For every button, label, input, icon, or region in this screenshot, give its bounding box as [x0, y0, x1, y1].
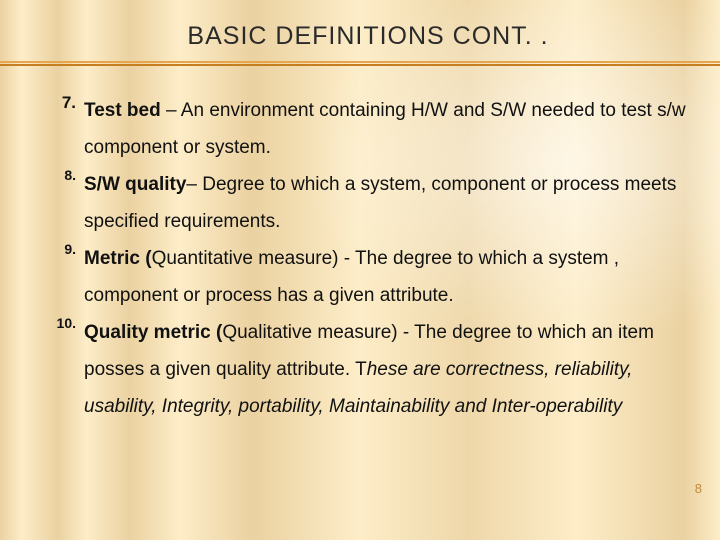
item-body: Quality metric (Qualitative measure) - T… — [84, 314, 686, 425]
list-item: 9. Metric (Quantitative measure) - The d… — [50, 240, 686, 314]
item-number: 9. — [50, 240, 84, 257]
content-list: 7. Test bed – An environment containing … — [50, 66, 686, 425]
item-number: 10. — [50, 314, 84, 331]
item-body: Test bed – An environment containing H/W… — [84, 92, 686, 166]
slide: BASIC DEFINITIONS CONT. . 7. Test bed – … — [0, 0, 720, 540]
list-item: 7. Test bed – An environment containing … — [50, 92, 686, 166]
item-number: 7. — [50, 92, 84, 113]
divider-top — [0, 61, 720, 63]
list-item: 8. S/W quality– Degree to which a system… — [50, 166, 686, 240]
slide-title: BASIC DEFINITIONS CONT. . — [50, 22, 686, 51]
page-number: 8 — [695, 481, 702, 496]
item-term: Test bed — [84, 100, 166, 121]
item-body: Metric (Quantitative measure) - The degr… — [84, 240, 686, 314]
list-item: 10. Quality metric (Qualitative measure)… — [50, 314, 686, 425]
item-body: S/W quality– Degree to which a system, c… — [84, 166, 686, 240]
item-text: Quantitative measure) - The degree to wh… — [84, 248, 619, 306]
item-number: 8. — [50, 166, 84, 183]
item-term: Quality metric ( — [84, 322, 222, 343]
item-text: – An environment containing H/W and S/W … — [84, 100, 686, 158]
item-term: S/W quality — [84, 174, 186, 195]
item-term: Metric ( — [84, 248, 152, 269]
